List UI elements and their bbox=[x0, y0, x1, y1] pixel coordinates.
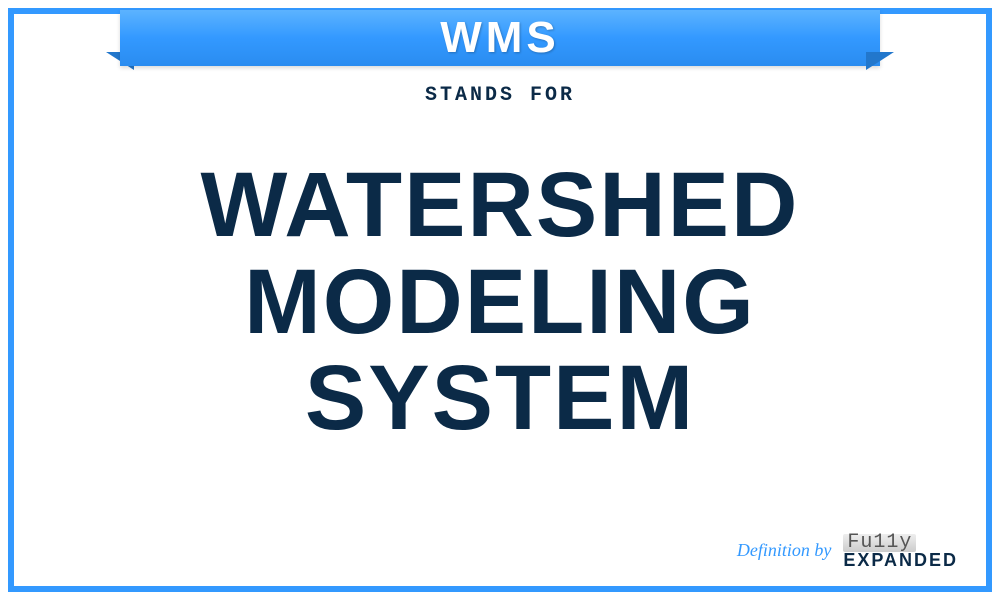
acronym-text: WMS bbox=[440, 13, 560, 63]
ribbon-fold-right-icon bbox=[866, 52, 894, 70]
banner-body: WMS bbox=[120, 10, 880, 66]
footer: Definition by Fu11y Expanded bbox=[737, 534, 958, 568]
source-logo: Fu11y Expanded bbox=[843, 534, 958, 568]
definition-text: WATERSHED MODELING SYSTEM bbox=[14, 157, 986, 447]
banner-ribbon: WMS bbox=[14, 10, 986, 66]
stands-for-label: STANDS FOR bbox=[14, 84, 986, 107]
card-frame: WMS STANDS FOR WATERSHED MODELING SYSTEM… bbox=[8, 8, 992, 592]
logo-line-2: Expanded bbox=[843, 552, 958, 568]
definition-by-label: Definition by bbox=[737, 540, 831, 561]
